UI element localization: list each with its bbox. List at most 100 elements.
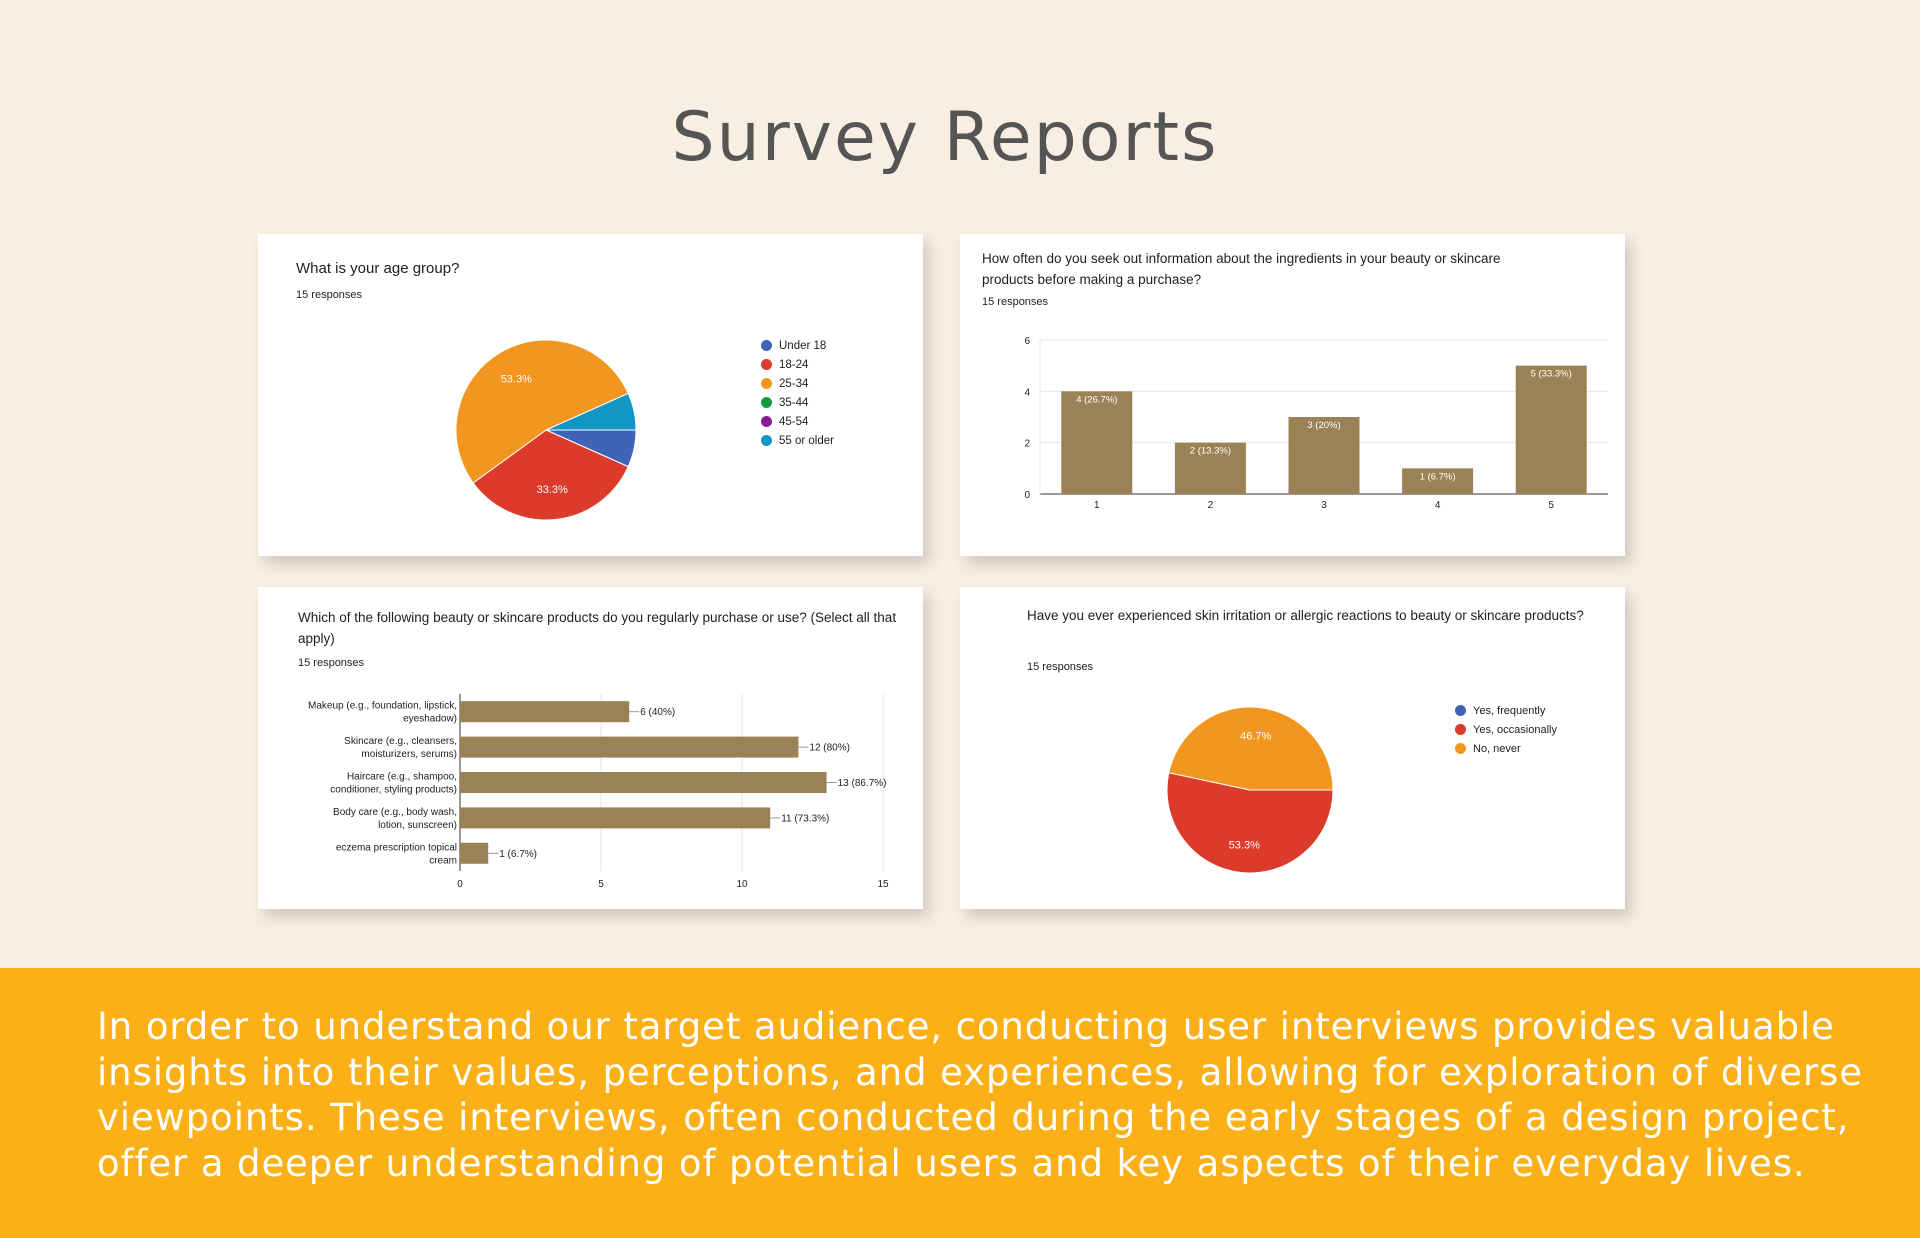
bar-data-label: 5 (33.3%) xyxy=(1531,369,1572,380)
age-group-chart-card: What is your age group? 15 responses 33.… xyxy=(258,234,923,556)
legend-item-25-34: 25-34 xyxy=(761,374,834,393)
bar-data-label: 12 (80%) xyxy=(809,743,850,754)
bar-body-care-e-g-body-w xyxy=(460,807,771,829)
bar-data-label: 6 (40%) xyxy=(640,707,675,718)
slice-data-label: 46.7% xyxy=(1240,731,1271,743)
bar-makeup-e-g-foundatio xyxy=(460,701,630,723)
x-tick-label: 5 xyxy=(598,879,604,890)
legend-label: No, never xyxy=(1473,742,1521,755)
response-count: 15 responses xyxy=(298,657,365,669)
y-tick-label: Body care (e.g., body wash, xyxy=(333,807,457,818)
ingredient-research-chart-card: How often do you seek out information ab… xyxy=(960,234,1625,556)
y-tick-label: Haircare (e.g., shampoo, xyxy=(347,772,457,783)
bar-4 xyxy=(1402,468,1474,494)
footer-text: In order to understand our target audien… xyxy=(97,1005,1863,1185)
products-bar-chart: 0 5 10 15 6 (40%) Makeup (e.g., foundation, l… xyxy=(308,694,889,890)
y-tick-label: 2 xyxy=(1024,439,1030,450)
chart-legend: Under 18 18-24 25-34 35-44 45-54 55 or older xyxy=(761,336,834,450)
slice-data-label: 53.3% xyxy=(501,374,532,386)
legend-label: 35-44 xyxy=(779,396,809,409)
legend-swatch xyxy=(1455,743,1466,754)
bar-2 xyxy=(1174,442,1246,494)
legend-item-45-54: 45-54 xyxy=(761,412,834,431)
x-tick-label: 15 xyxy=(877,879,889,890)
bar-3 xyxy=(1288,417,1360,494)
bar-eczema-prescription- xyxy=(460,842,489,864)
bar-data-label: 3 (20%) xyxy=(1307,420,1340,431)
legend-label: Yes, occasionally xyxy=(1473,723,1557,736)
y-tick-label: eyeshadow) xyxy=(403,714,457,725)
pie-slice-yes-occasionally xyxy=(1166,772,1334,874)
legend-label: 25-34 xyxy=(779,377,809,390)
bar-1 xyxy=(1061,391,1133,494)
slice-data-label: 33.3% xyxy=(537,484,568,496)
legend-item-yes-occasionally: Yes, occasionally xyxy=(1455,720,1557,739)
y-tick-label: cream xyxy=(429,855,457,866)
y-tick-label: 4 xyxy=(1024,387,1030,398)
y-tick-label: moisturizers, serums) xyxy=(361,749,457,760)
legend-label: 45-54 xyxy=(779,415,809,428)
x-tick-label: 3 xyxy=(1321,500,1327,511)
age-group-pie-chart: 33.3% 53.3% xyxy=(455,339,637,521)
bar-data-label: 4 (26.7%) xyxy=(1076,394,1117,405)
bar-data-label: 1 (6.7%) xyxy=(1420,471,1456,482)
products-chart-card: Which of the following beauty or skincar… xyxy=(258,587,923,909)
chart-title: Which of the following beauty or skincar… xyxy=(298,610,897,646)
legend-item-no-never: No, never xyxy=(1455,739,1557,758)
y-tick-label: conditioner, styling products) xyxy=(330,785,457,796)
skin-irritation-chart-card: Have you ever experienced skin irritatio… xyxy=(960,587,1625,909)
bar-5 xyxy=(1515,365,1587,494)
chart-legend: Yes, frequently Yes, occasionally No, neve… xyxy=(1455,701,1557,758)
bar-haircare-e-g-shampoo xyxy=(460,772,827,793)
skin-irritation-pie-chart: 53.3% 46.7% xyxy=(1166,706,1334,874)
legend-item-35-44: 35-44 xyxy=(761,393,834,412)
ingredient-research-bar-chart: 0 2 4 6 4 (26.7%) 1 2 (13.3%) 2 3 (20%) 3 1 (6.7%)… xyxy=(1024,336,1608,511)
legend-item-yes-frequently: Yes, frequently xyxy=(1455,701,1557,720)
bar-data-label: 11 (73.3%) xyxy=(781,813,829,824)
legend-label: 55 or older xyxy=(779,434,834,447)
legend-item-55-or-older: 55 or older xyxy=(761,431,834,450)
legend-swatch xyxy=(1455,705,1466,716)
y-tick-label: 0 xyxy=(1024,490,1030,501)
x-tick-label: 4 xyxy=(1435,500,1441,511)
x-tick-label: 1 xyxy=(1094,500,1100,511)
pie-slice-25-34 xyxy=(455,339,629,484)
x-tick-label: 10 xyxy=(736,879,748,890)
legend-label: 18-24 xyxy=(779,358,809,371)
chart-title: What is your age group? xyxy=(296,260,460,277)
y-tick-label: Makeup (e.g., foundation, lipstick, xyxy=(308,701,457,712)
pie-slice-55-or-older xyxy=(545,392,637,431)
pie-slice-no-never xyxy=(1168,706,1334,791)
legend-swatch xyxy=(1455,724,1466,735)
legend-item-under-18: Under 18 xyxy=(761,336,834,355)
bar-data-label: 13 (86.7%) xyxy=(838,778,887,789)
x-tick-label: 2 xyxy=(1208,500,1214,511)
page-title: Survey Reports xyxy=(671,98,1219,177)
response-count: 15 responses xyxy=(982,296,1049,308)
legend-swatch xyxy=(761,435,772,446)
response-count: 15 responses xyxy=(1027,661,1094,673)
x-tick-label: 0 xyxy=(457,879,463,890)
legend-swatch xyxy=(761,416,772,427)
legend-label: Yes, frequently xyxy=(1473,704,1546,717)
chart-title: How often do you seek out information ab… xyxy=(982,251,1501,287)
y-tick-label: 6 xyxy=(1024,336,1030,347)
legend-swatch xyxy=(761,340,772,351)
y-tick-label: eczema prescription topical xyxy=(336,842,457,853)
legend-swatch xyxy=(761,359,772,370)
chart-title: Have you ever experienced skin irritatio… xyxy=(1027,608,1584,623)
legend-label: Under 18 xyxy=(779,339,827,352)
slice-data-label: 53.3% xyxy=(1229,839,1260,851)
y-tick-label: Skincare (e.g., cleansers, xyxy=(344,736,457,747)
x-tick-label: 5 xyxy=(1548,500,1554,511)
footer-banner: In order to understand our target audien… xyxy=(0,968,1920,1238)
bar-data-label: 1 (6.7%) xyxy=(499,849,537,860)
response-count: 15 responses xyxy=(296,289,363,301)
bar-data-label: 2 (13.3%) xyxy=(1190,446,1231,457)
legend-item-18-24: 18-24 xyxy=(761,355,834,374)
pie-slice-18-24 xyxy=(472,429,629,521)
bar-skincare-e-g-cleanse xyxy=(460,736,799,758)
y-tick-label: lotion, sunscreen) xyxy=(378,820,457,831)
legend-swatch xyxy=(761,397,772,408)
legend-swatch xyxy=(761,378,772,389)
